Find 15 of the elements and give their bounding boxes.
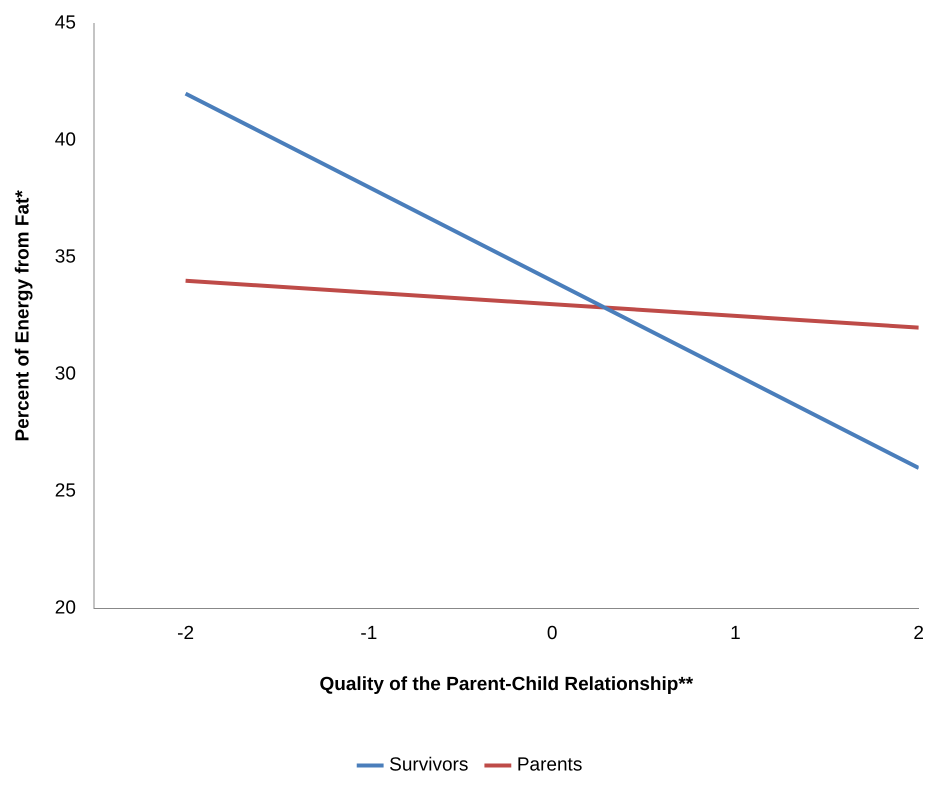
y-tick-label: 25: [54, 480, 76, 502]
x-tick-label: 0: [546, 623, 558, 644]
legend-label: Survivors: [389, 754, 468, 776]
legend-label: Parents: [516, 754, 582, 776]
y-tick-label: 40: [54, 130, 76, 151]
x-tick-label: -1: [360, 623, 378, 644]
x-tick-label: 1: [730, 623, 741, 644]
x-axis-title: Quality of the Parent-Child Relationship**: [319, 674, 694, 695]
y-tick-label: 35: [54, 246, 76, 268]
x-tick-label: 2: [913, 623, 924, 644]
y-tick-label: 20: [54, 598, 76, 619]
y-tick-label: 45: [54, 12, 76, 34]
x-tick-label: -2: [177, 623, 194, 644]
y-axis-title: Percent of Energy from Fat*: [12, 190, 34, 442]
y-tick-label: 30: [54, 364, 76, 385]
